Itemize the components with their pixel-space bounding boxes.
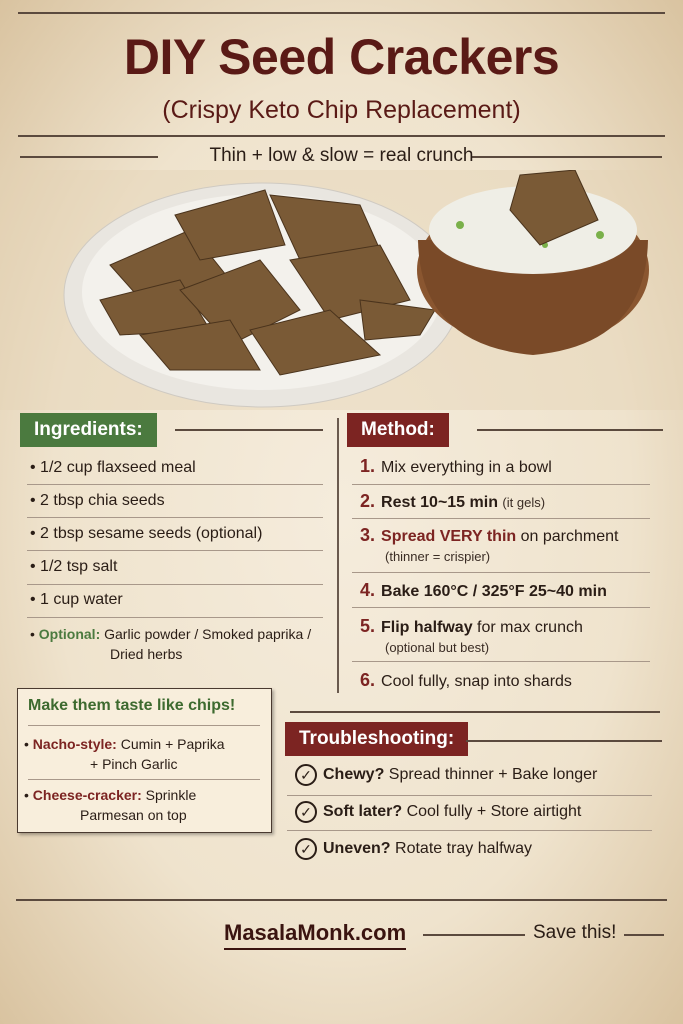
page-title: DIY Seed Crackers [123,29,560,85]
tagline: Thin + low & slow = real crunch [209,145,474,166]
divider [472,156,662,158]
crackers-photo [0,170,683,410]
ingredients-heading: Ingredients: [20,413,157,447]
method-step: 5. Flip halfway for max crunch (optional b… [360,616,583,655]
check-icon: ✓ [295,838,317,860]
troubleshooting-item: ✓ Soft later? Cool fully + Store airtight [295,801,581,823]
subtitle: (Crispy Keto Chip Replacement) [162,96,521,124]
divider [18,135,665,137]
divider [477,429,663,431]
chips-tip: • Nacho-style: Cumin + Paprika + Pinch Ga… [24,736,225,772]
chips-box-heading: Make them taste like chips! [28,697,236,714]
divider [624,934,664,936]
troubleshooting-item: ✓ Uneven? Rotate tray halfway [295,838,532,860]
ingredient-item: • 1 cup water [30,591,123,608]
ingredient-item: • 2 tbsp sesame seeds (optional) [30,525,263,542]
divider [290,711,660,713]
divider [466,740,662,742]
column-divider [337,418,339,693]
check-icon: ✓ [295,764,317,786]
divider [16,899,667,901]
ingredient-item: • 2 tbsp chia seeds [30,492,165,509]
ingredient-item: • 1/2 tsp salt [30,558,118,575]
divider [175,429,323,431]
save-cta: Save this! [533,922,617,943]
method-step: 4. Bake 160°C / 325°F 25~40 min [360,580,607,600]
troubleshooting-item: ✓ Chewy? Spread thinner + Bake longer [295,764,597,786]
ingredient-item: • 1/2 cup flaxseed meal [30,459,196,476]
site-link[interactable]: MasalaMonk.com [224,920,407,950]
chips-tip: • Cheese-cracker: Sprinkle Parmesan on to… [24,787,197,823]
top-rule [18,12,665,14]
divider [20,156,158,158]
method-step: 3. Spread VERY thin on parchment (thinner … [360,525,619,564]
check-icon: ✓ [295,801,317,823]
divider [423,934,525,936]
method-step: 1. Mix everything in a bowl [360,456,552,476]
method-heading: Method: [347,413,449,447]
method-step: 6. Cool fully, snap into shards [360,670,572,690]
chips-tips-box: Make them taste like chips! • Nacho-styl… [17,688,272,833]
ingredient-optional: • Optional: Garlic powder / Smoked papri… [30,626,312,662]
method-step: 2. Rest 10~15 min (it gels) [360,491,546,511]
troubleshooting-heading: Troubleshooting: [285,722,469,756]
